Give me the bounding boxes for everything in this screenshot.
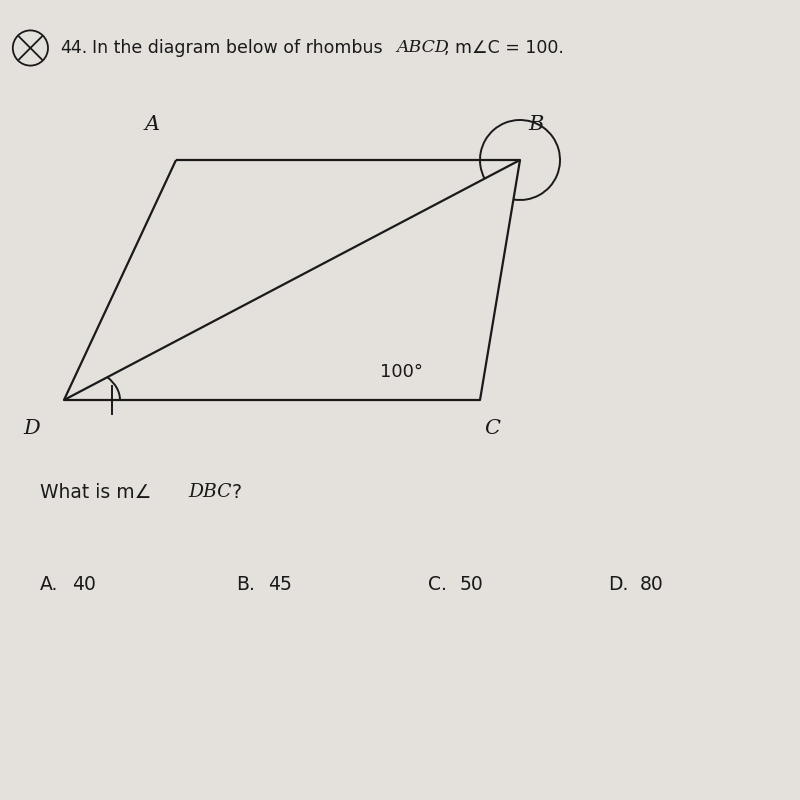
Text: 40: 40: [72, 574, 96, 594]
Text: ?: ?: [232, 482, 242, 502]
Text: 45: 45: [268, 574, 292, 594]
Text: 100°: 100°: [380, 363, 423, 381]
Text: DBC: DBC: [188, 483, 231, 501]
Text: C.: C.: [428, 574, 447, 594]
Text: D.: D.: [608, 574, 628, 594]
Text: What is m∠: What is m∠: [40, 482, 151, 502]
Text: D: D: [24, 418, 40, 438]
Text: B.: B.: [236, 574, 255, 594]
Text: ABCD: ABCD: [396, 39, 449, 57]
Text: , m∠C = 100.: , m∠C = 100.: [444, 39, 564, 57]
Text: In the diagram below of rhombus: In the diagram below of rhombus: [92, 39, 388, 57]
Text: A.: A.: [40, 574, 58, 594]
Text: 44.: 44.: [60, 39, 87, 57]
Text: 80: 80: [640, 574, 664, 594]
Text: B: B: [528, 114, 544, 134]
Text: A: A: [145, 114, 159, 134]
Text: C: C: [484, 418, 500, 438]
Text: 50: 50: [460, 574, 484, 594]
